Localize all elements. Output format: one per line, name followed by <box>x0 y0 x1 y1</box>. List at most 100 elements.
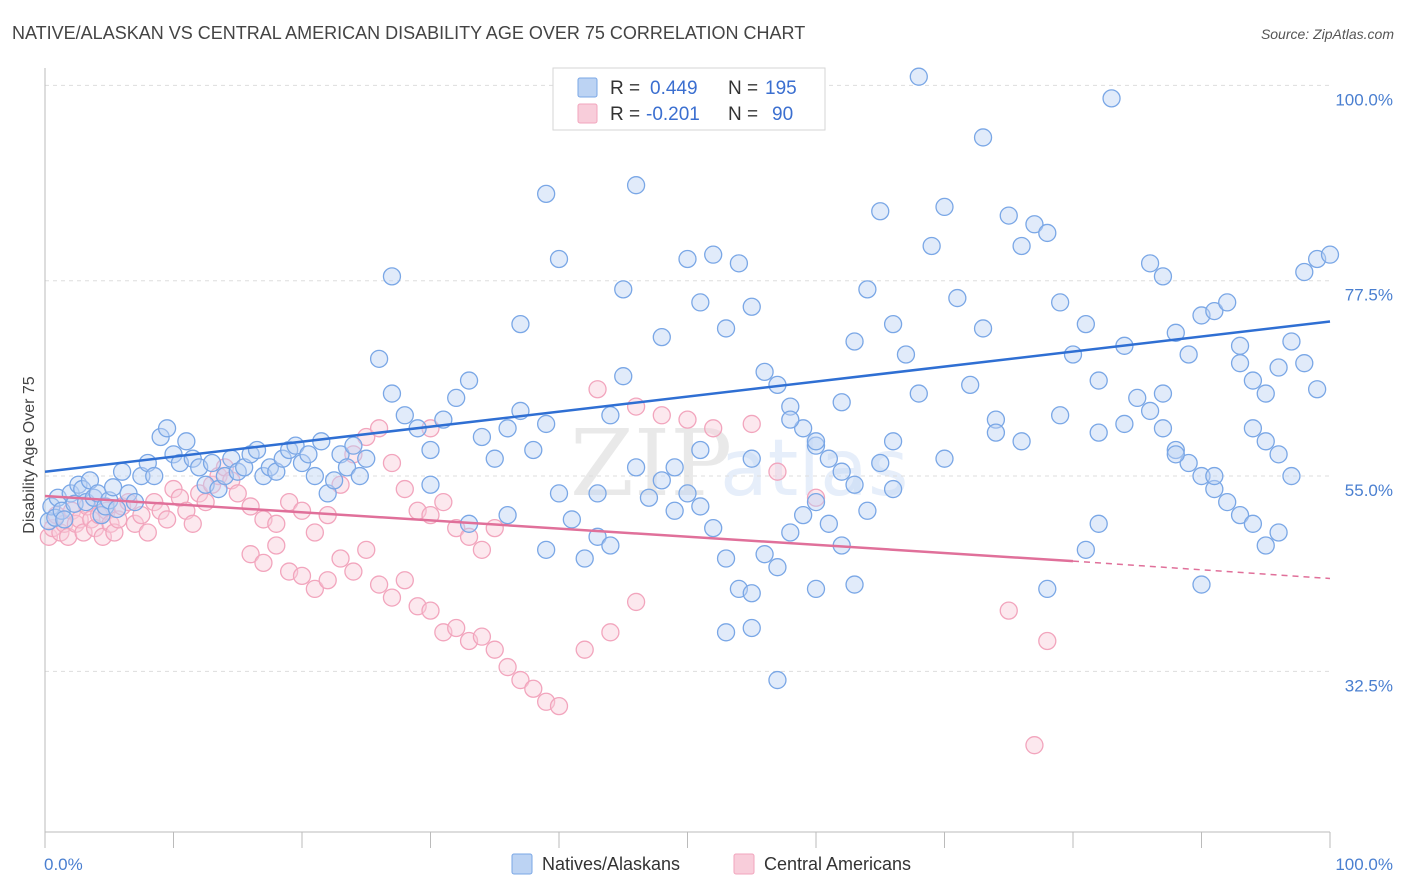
central-americans-point-89 <box>678 410 697 429</box>
natives-alaskans-point-107 <box>755 545 774 564</box>
central-americans-point-86 <box>588 380 607 399</box>
natives-alaskans-point-116 <box>871 453 890 473</box>
natives-alaskans-point-156 <box>1166 323 1185 342</box>
series-legend: Natives/Alaskans Central Americans <box>511 853 911 875</box>
natives-alaskans-point-29 <box>177 432 196 451</box>
natives-alaskans-point-144 <box>1153 419 1173 438</box>
natives-alaskans-point-161 <box>1230 336 1250 355</box>
natives-alaskans-point-62 <box>421 440 440 460</box>
natives-alaskans-point-201 <box>1230 354 1250 373</box>
natives-alaskans-point-155 <box>1153 267 1173 286</box>
series-legend-label-natives: Natives/Alaskans <box>542 854 680 874</box>
natives-alaskans-point-188 <box>781 410 800 429</box>
natives-alaskans-point-180 <box>498 505 517 525</box>
series-legend-swatch-central <box>733 853 755 875</box>
natives-alaskans-point-109 <box>781 523 800 542</box>
central-americans-point-63 <box>305 579 325 599</box>
natives-alaskans-point-143 <box>1140 401 1160 421</box>
natives-alaskans-trend-line <box>44 320 1331 473</box>
natives-alaskans-point-70 <box>524 440 543 460</box>
central-americans-point-0 <box>39 527 59 546</box>
natives-alaskans-point-204 <box>1269 445 1288 464</box>
natives-alaskans-point-68 <box>498 419 517 438</box>
natives-alaskans-point-199 <box>1166 445 1185 464</box>
natives-alaskans-point-95 <box>806 436 826 455</box>
natives-alaskans-point-182 <box>588 484 607 503</box>
central-americans-point-92 <box>768 462 787 481</box>
grid-lines <box>45 84 1330 672</box>
central-americans-point-69 <box>382 588 402 607</box>
natives-alaskans-point-145 <box>1166 440 1185 460</box>
central-americans-point-53 <box>434 492 453 512</box>
natives-alaskans-point-139 <box>973 128 993 147</box>
natives-alaskans-point-192 <box>935 449 954 468</box>
natives-alaskans-point-142 <box>1128 388 1147 408</box>
natives-alaskans-point-93 <box>781 397 800 416</box>
chart-title: NATIVE/ALASKAN VS CENTRAL AMERICAN DISAB… <box>12 23 805 43</box>
natives-alaskans-point-169 <box>1089 514 1108 533</box>
y-axis-label: Disability Age Over 75 <box>21 376 38 534</box>
natives-alaskans-point-196 <box>1089 423 1108 442</box>
natives-alaskans-point-7 <box>65 494 84 513</box>
natives-alaskans-point-26 <box>157 419 177 438</box>
legend-r-label-pink: R = <box>610 104 640 125</box>
natives-alaskans-point-17 <box>103 478 123 497</box>
natives-alaskans-point-137 <box>1089 371 1108 390</box>
natives-alaskans-point-87 <box>704 245 723 264</box>
natives-alaskans-point-128 <box>973 319 993 338</box>
natives-alaskans-point-168 <box>1320 245 1340 264</box>
natives-alaskans-point-85 <box>678 249 697 269</box>
natives-alaskans-point-40 <box>247 440 267 460</box>
y-tick-label-2: 77.5% <box>1345 286 1393 305</box>
central-americans-point-91 <box>742 414 761 434</box>
natives-alaskans-point-153 <box>1269 523 1288 542</box>
natives-alaskans-point-183 <box>601 536 620 555</box>
natives-alaskans-point-198 <box>1153 384 1173 403</box>
central-americans-point-30 <box>183 514 202 533</box>
central-americans-point-40 <box>267 514 286 533</box>
natives-alaskans-point-18 <box>107 499 127 519</box>
central-americans-point-94 <box>999 601 1018 620</box>
natives-alaskans-point-114 <box>845 475 864 494</box>
natives-alaskans-point-118 <box>845 332 864 351</box>
central-americans-points <box>39 380 1057 755</box>
central-americans-point-32 <box>196 492 215 512</box>
central-americans-trend-line <box>44 494 1074 563</box>
y-tick-label-3: 100.0% <box>1335 90 1393 109</box>
natives-alaskans-point-75 <box>588 527 607 546</box>
natives-alaskans-point-5 <box>55 510 74 529</box>
y-tick-label-0: 32.5% <box>1345 676 1393 695</box>
central-americans-point-64 <box>318 571 337 590</box>
central-americans-point-26 <box>157 510 177 529</box>
natives-alaskans-point-203 <box>1256 432 1275 451</box>
natives-alaskans-point-205 <box>1282 466 1301 486</box>
central-americans-point-93 <box>806 488 826 507</box>
natives-alaskans-point-56 <box>350 466 369 486</box>
natives-alaskans-point-101 <box>678 484 697 503</box>
central-americans-point-76 <box>472 627 492 646</box>
natives-alaskans-point-157 <box>1179 345 1198 364</box>
central-americans-point-80 <box>524 679 543 698</box>
natives-alaskans-point-71 <box>537 414 556 434</box>
central-americans-point-96 <box>1025 736 1044 755</box>
natives-alaskans-point-166 <box>1295 262 1314 282</box>
natives-alaskans-point-164 <box>1269 358 1288 377</box>
y-tick-label-1: 55.0% <box>1345 481 1393 500</box>
central-americans-point-79 <box>511 670 530 690</box>
natives-alaskans-point-2 <box>46 508 65 527</box>
natives-alaskans-point-160 <box>1218 293 1237 312</box>
natives-alaskans-point-136 <box>1076 314 1095 334</box>
central-americans-point-90 <box>704 419 723 438</box>
natives-alaskans-point-135 <box>1063 345 1083 364</box>
x-tick-label-max: 100.0% <box>1335 855 1393 874</box>
central-americans-point-50 <box>395 479 414 499</box>
natives-alaskans-point-19 <box>112 462 132 481</box>
central-americans-point-49 <box>382 453 402 473</box>
natives-alaskans-point-207 <box>1308 380 1327 399</box>
natives-alaskans-point-194 <box>1012 432 1031 451</box>
natives-alaskans-point-131 <box>1012 236 1031 256</box>
central-americans-point-66 <box>344 562 363 581</box>
natives-alaskans-point-134 <box>1051 293 1070 312</box>
natives-alaskans-point-106 <box>742 584 761 603</box>
natives-alaskans-point-24 <box>145 466 164 486</box>
